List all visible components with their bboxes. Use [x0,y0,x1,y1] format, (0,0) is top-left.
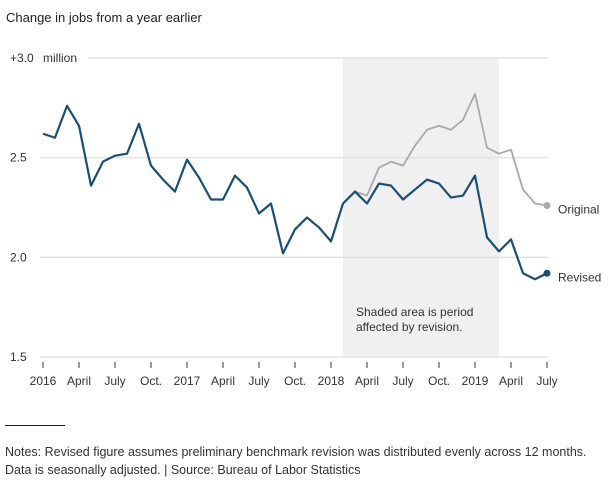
notes-divider [5,425,65,426]
x-tick-label: 2017 [174,374,201,388]
x-tick-label: April [355,374,379,388]
x-tick-label: Oct. [284,374,306,388]
y-tick-label: 1.5 [10,350,27,364]
end-marker-revised [543,269,551,277]
y-tick-label: +3.0 [10,51,34,65]
x-tick-label: Oct. [140,374,162,388]
shaded-revision-region [343,58,499,357]
y-tick-label: 2.0 [10,250,27,264]
legend-label-original: Original [558,203,599,217]
x-tick-label: 2018 [318,374,345,388]
x-tick-label: Oct. [428,374,450,388]
shaded-region-label: Shaded area is period [356,305,473,319]
x-tick-label: April [499,374,523,388]
y-unit-label: million [43,51,77,65]
x-tick-label: July [392,374,413,388]
x-tick-label: 2016 [30,374,57,388]
x-tick-label: July [248,374,269,388]
legend-label-revised: Revised [558,270,601,284]
chart-notes: Notes: Revised figure assumes preliminar… [5,445,587,477]
x-tick-label: July [536,374,557,388]
line-chart: +3.0 2.5 2.0 1.5 million 2016 April July Oct. 201… [10,51,601,388]
chart-title: Change in jobs from a year earlier [6,10,202,25]
end-marker-original [543,202,551,210]
x-tick-label: July [104,374,125,388]
y-tick-label: 2.5 [10,151,27,165]
shaded-region-label: affected by revision. [356,320,463,334]
x-tick-label: 2019 [462,374,489,388]
x-tick-label: April [211,374,235,388]
x-tick-label: April [67,374,91,388]
